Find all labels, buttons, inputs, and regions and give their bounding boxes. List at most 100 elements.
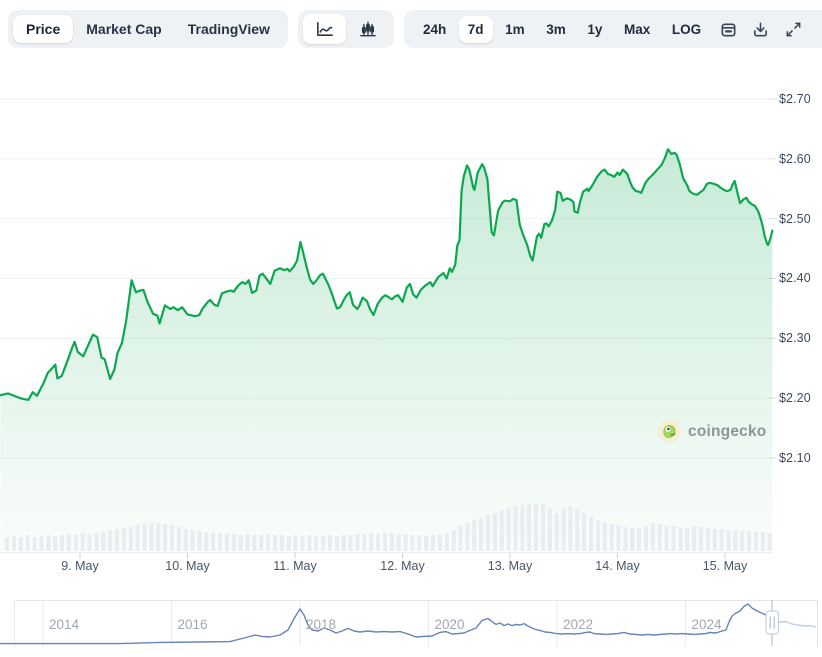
range-24h[interactable]: 24h <box>414 16 455 43</box>
volume-bar <box>424 536 429 551</box>
price-chart[interactable] <box>0 75 822 577</box>
range-group: 24h 7d 1m 3m 1y Max LOG <box>403 10 822 48</box>
volume-bar <box>753 532 758 551</box>
volume-bar <box>60 535 65 551</box>
volume-bar <box>692 527 697 551</box>
volume-bar <box>80 533 85 551</box>
volume-bar <box>218 533 223 551</box>
volume-bar <box>231 534 236 551</box>
tab-price[interactable]: Price <box>13 15 74 43</box>
volume-bar <box>293 535 298 551</box>
volume-bar <box>527 504 532 551</box>
x-axis-tick-label: 14. May <box>595 559 640 573</box>
volume-bar <box>430 535 436 551</box>
volume-bar <box>252 535 257 551</box>
volume-bar <box>561 508 566 551</box>
x-axis-tick-label: 12. May <box>380 559 425 573</box>
volume-bar <box>94 533 99 551</box>
candlestick-chart-type-button[interactable] <box>346 14 389 44</box>
volume-bar <box>719 529 724 551</box>
history-navigator[interactable] <box>0 600 822 657</box>
volume-bar <box>671 526 676 551</box>
volume-bar <box>547 508 552 551</box>
volume-bar <box>492 513 497 551</box>
volume-bar <box>46 535 51 551</box>
navigator-handle[interactable] <box>765 610 780 635</box>
volume-bar <box>190 530 195 551</box>
metric-tab-group: Price Market Cap TradingView <box>8 10 288 48</box>
volume-bar <box>630 528 635 551</box>
tab-tradingview[interactable]: TradingView <box>175 15 283 43</box>
volume-bar <box>362 534 367 551</box>
volume-bar <box>108 530 113 551</box>
volume-bar <box>479 518 484 551</box>
navigator-unselected-mask <box>772 601 817 646</box>
coingecko-logo-icon <box>658 420 681 443</box>
y-axis-tick-label: $2.20 <box>779 391 811 406</box>
volume-bar <box>245 534 250 551</box>
volume-bar <box>321 536 326 551</box>
volume-bar <box>664 526 669 551</box>
x-axis-tick-label: 15. May <box>702 559 748 573</box>
download-icon <box>754 22 768 36</box>
range-1m[interactable]: 1m <box>496 16 534 43</box>
range-7d[interactable]: 7d <box>458 15 493 43</box>
volume-bar <box>499 510 504 551</box>
volume-bar <box>25 535 30 551</box>
volume-bar <box>540 503 546 551</box>
calendar-button[interactable] <box>714 16 743 43</box>
volume-bars <box>5 503 772 551</box>
line-chart-type-button[interactable] <box>302 14 346 44</box>
volume-bar <box>513 506 518 551</box>
chart-type-group <box>297 10 394 48</box>
volume-bar <box>121 528 126 551</box>
calendar-icon <box>721 22 736 36</box>
volume-bar <box>73 535 78 551</box>
y-axis-tick-label: $2.10 <box>779 450 811 465</box>
volume-bar <box>197 531 202 551</box>
line-chart-icon <box>316 21 333 36</box>
volume-bar <box>437 534 442 551</box>
volume-bar <box>314 536 319 551</box>
range-log[interactable]: LOG <box>663 16 710 43</box>
volume-bar <box>286 536 291 551</box>
volume-bar <box>341 535 346 551</box>
volume-bar <box>410 535 415 551</box>
download-button[interactable] <box>746 16 775 43</box>
y-axis-tick-label: $2.50 <box>779 211 811 226</box>
volume-bar <box>389 533 394 551</box>
volume-bar <box>66 534 71 551</box>
tab-market-cap[interactable]: Market Cap <box>73 15 174 43</box>
expand-icon <box>786 22 801 36</box>
volume-bar <box>403 534 408 551</box>
volume-bar <box>272 535 278 551</box>
volume-bar <box>18 537 23 551</box>
volume-bar <box>705 528 710 551</box>
volume-bar <box>300 536 305 551</box>
volume-bar <box>128 527 133 551</box>
range-3m[interactable]: 3m <box>537 16 575 43</box>
volume-bar <box>169 525 175 551</box>
volume-bar <box>733 530 738 551</box>
volume-bar <box>472 520 477 551</box>
volume-bar <box>369 533 374 551</box>
volume-bar <box>451 530 456 551</box>
expand-button[interactable] <box>779 16 808 43</box>
year-label: 2014 <box>49 617 80 632</box>
volume-bar <box>307 535 312 551</box>
price-area-fill <box>0 149 773 552</box>
volume-bar <box>163 524 168 551</box>
range-1y[interactable]: 1y <box>578 16 611 43</box>
x-axis-tick-label: 10. May <box>165 559 210 573</box>
volume-bar <box>589 517 594 551</box>
volume-bar <box>698 527 704 551</box>
volume-bar <box>39 536 44 551</box>
volume-bar <box>767 533 772 551</box>
volume-bar <box>348 535 353 551</box>
year-label: 2018 <box>306 617 337 632</box>
volume-bar <box>520 505 525 551</box>
volume-bar <box>211 533 216 551</box>
range-max[interactable]: Max <box>615 16 659 43</box>
volume-bar <box>376 534 381 551</box>
volume-bar <box>279 535 284 551</box>
